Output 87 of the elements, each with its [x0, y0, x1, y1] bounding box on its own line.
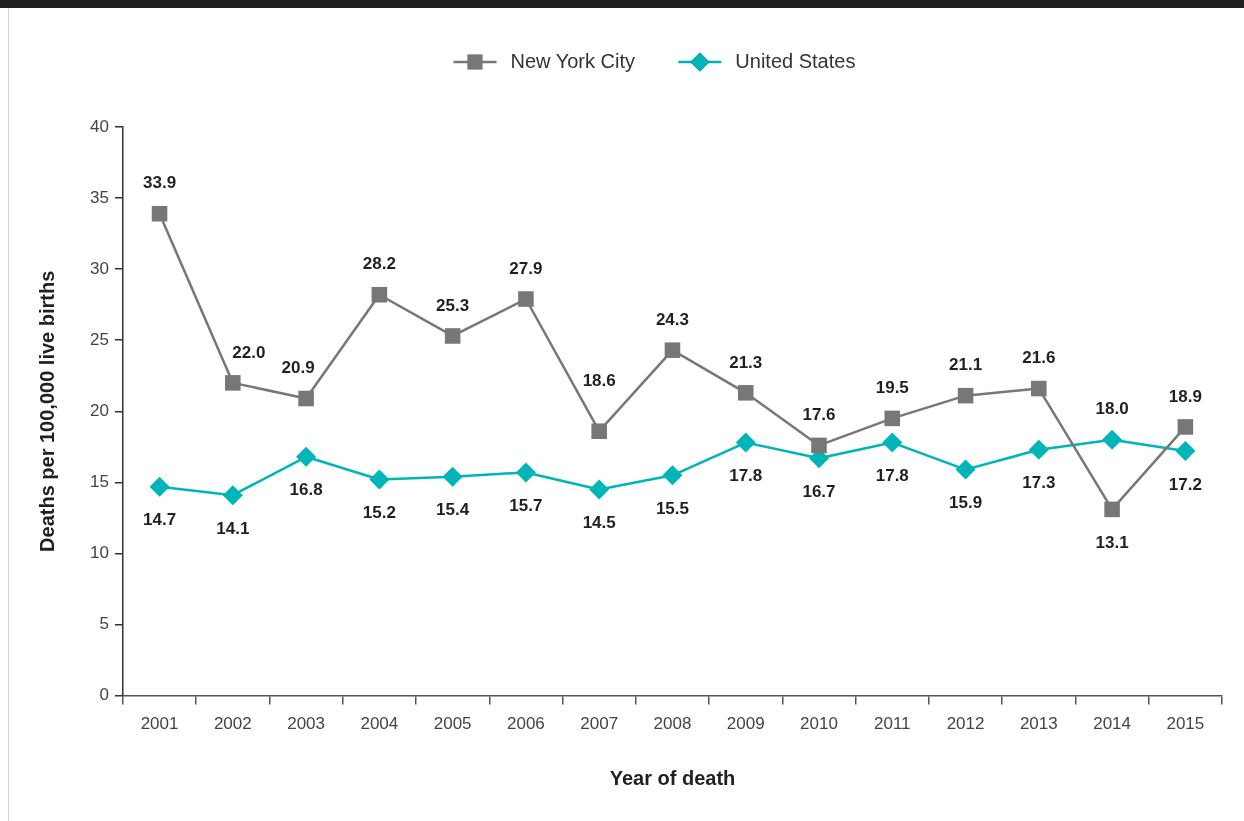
- data-label: 13.1: [1095, 533, 1129, 553]
- x-tick-label: 2012: [946, 714, 985, 734]
- y-tick-label: 0: [99, 685, 109, 705]
- data-label: 15.9: [949, 493, 983, 513]
- data-label: 17.8: [875, 466, 909, 486]
- data-label: 17.8: [729, 466, 763, 486]
- x-tick-label: 2013: [1019, 714, 1058, 734]
- point: [1175, 441, 1196, 462]
- point: [442, 466, 463, 487]
- data-label: 21.6: [1022, 348, 1056, 368]
- x-tick-label: 2003: [287, 714, 326, 734]
- point: [298, 390, 314, 407]
- data-label: 15.2: [362, 503, 396, 523]
- data-label: 22.0: [232, 342, 266, 362]
- x-tick-label: 2004: [360, 714, 399, 734]
- data-label: 18.6: [582, 370, 616, 390]
- x-tick-label: 2015: [1166, 714, 1205, 734]
- x-tick-label: 2011: [873, 714, 911, 734]
- y-tick-label: 5: [99, 614, 109, 634]
- data-label: 27.9: [509, 258, 543, 278]
- point: [664, 342, 681, 358]
- data-label: 15.4: [436, 500, 470, 520]
- x-tick-label: 2008: [653, 714, 692, 734]
- point: [957, 387, 974, 404]
- point: [589, 479, 610, 500]
- data-label: 28.2: [362, 254, 396, 274]
- point: [444, 328, 461, 344]
- data-label: 21.1: [949, 355, 983, 375]
- point: [518, 291, 534, 307]
- point: [296, 446, 317, 467]
- point: [882, 432, 903, 453]
- point: [371, 286, 388, 303]
- point: [151, 205, 168, 222]
- data-label: 16.7: [802, 481, 836, 501]
- point: [225, 375, 241, 391]
- point: [1102, 429, 1123, 450]
- point: [884, 410, 901, 427]
- data-label: 21.3: [729, 352, 763, 372]
- y-tick-label: 10: [89, 543, 109, 563]
- point: [149, 476, 170, 497]
- y-tick-label: 20: [89, 400, 109, 420]
- legend-label: United States: [735, 49, 856, 72]
- data-label: 15.5: [655, 498, 689, 518]
- point: [955, 459, 976, 480]
- point: [811, 437, 827, 454]
- data-label: 14.1: [216, 518, 250, 538]
- data-label: 17.2: [1168, 474, 1202, 494]
- data-label: 16.8: [289, 480, 323, 500]
- point: [1177, 419, 1194, 435]
- point: [1104, 501, 1120, 518]
- data-label: 14.5: [582, 513, 616, 533]
- y-tick-label: 25: [89, 329, 109, 349]
- data-label: 33.9: [143, 173, 177, 193]
- x-tick-label: 2007: [580, 714, 619, 734]
- data-label: 19.5: [875, 378, 909, 398]
- x-tick-label: 2001: [140, 714, 179, 734]
- data-label: 14.7: [143, 510, 177, 530]
- x-tick-label: 2010: [800, 714, 838, 734]
- data-label: 17.6: [802, 405, 836, 425]
- data-label: 24.3: [655, 309, 689, 329]
- x-tick-label: 2005: [433, 714, 472, 734]
- point: [515, 462, 536, 483]
- data-label: 17.3: [1022, 473, 1056, 493]
- data-label: 18.9: [1168, 386, 1202, 406]
- x-tick-label: 2006: [507, 714, 545, 734]
- x-tick-label: 2009: [726, 714, 765, 734]
- point: [369, 469, 390, 490]
- y-tick-label: 35: [89, 187, 109, 207]
- point: [1031, 380, 1047, 397]
- point: [737, 385, 754, 401]
- legend-label: New York City: [510, 49, 635, 72]
- data-label: 18.0: [1095, 399, 1129, 419]
- y-tick-label: 30: [89, 258, 109, 278]
- y-tick-label: 15: [89, 472, 109, 492]
- point: [662, 465, 683, 486]
- x-axis-title: Year of death: [609, 766, 736, 789]
- x-tick-label: 2002: [213, 714, 252, 734]
- data-label: 25.3: [436, 295, 470, 315]
- point: [1028, 439, 1049, 460]
- y-tick-label: 40: [89, 116, 109, 136]
- data-label: 15.7: [509, 496, 543, 516]
- point: [735, 432, 756, 453]
- point: [591, 423, 607, 439]
- y-axis-title: Deaths per 100,000 live births: [35, 270, 58, 552]
- data-label: 20.9: [281, 358, 315, 378]
- point: [222, 485, 243, 506]
- x-tick-label: 2014: [1093, 714, 1132, 734]
